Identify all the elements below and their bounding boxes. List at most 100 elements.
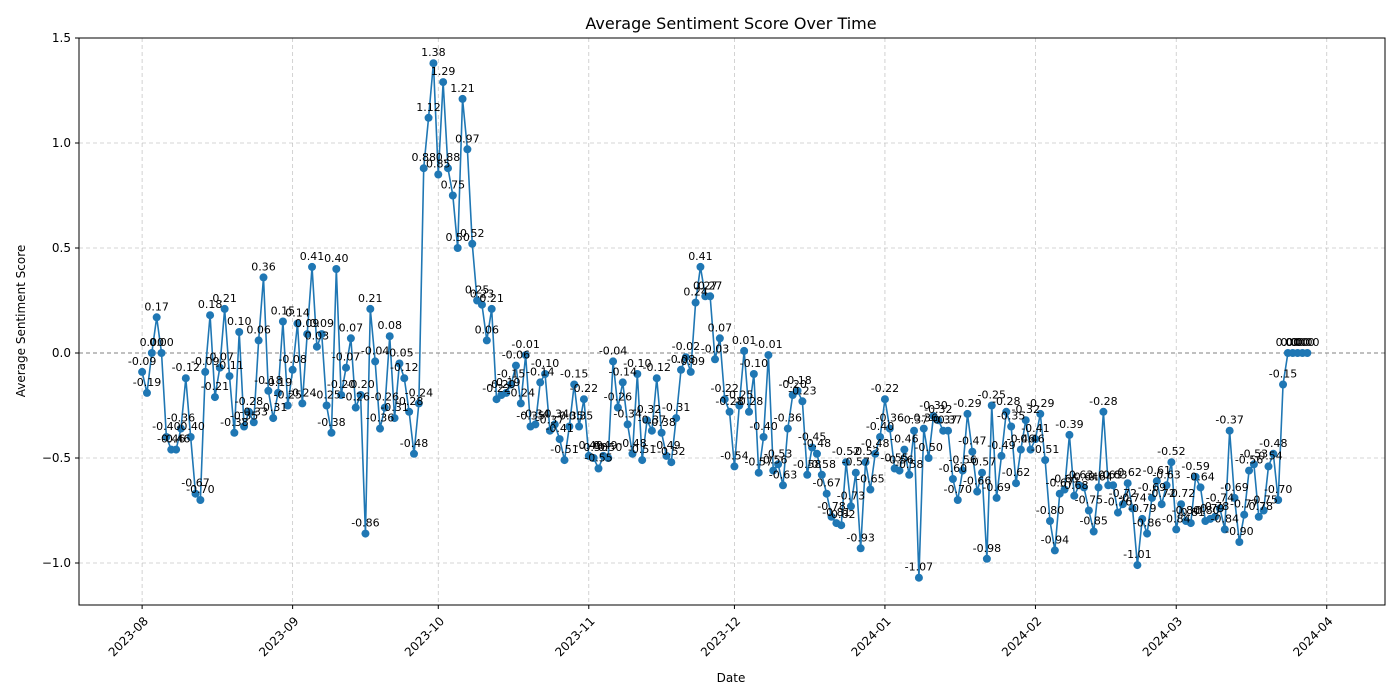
data-point [735,401,744,410]
data-point [157,349,166,357]
data-point [944,426,953,435]
data-label: -0.28 [992,395,1020,408]
data-point [142,388,151,397]
data-point [298,399,307,408]
data-label: -0.35 [516,410,544,423]
data-point [317,330,326,339]
data-label: -0.25 [725,389,753,402]
data-label: -0.15 [497,368,525,381]
data-label: 0.18 [198,298,223,311]
data-point [958,466,967,475]
data-label: 0.24 [683,286,708,299]
data-point [1279,380,1288,389]
data-label: -0.80 [1172,504,1200,517]
data-label: -0.12 [643,361,671,374]
data-point [550,420,559,429]
data-label: -0.75 [1249,494,1277,507]
data-point [1143,529,1152,538]
data-label: -1.01 [1123,548,1151,561]
data-point [987,401,996,410]
data-point [443,164,452,173]
data-point [337,391,346,399]
data-point [1031,435,1040,444]
data-label: -0.22 [482,382,510,395]
data-label: -0.18 [783,374,811,387]
data-label: -0.81 [822,506,850,519]
data-label: -0.56 [885,454,913,467]
data-point [468,239,477,248]
data-point [332,265,341,273]
data-label: -0.36 [910,412,938,425]
data-label: -0.78 [1245,500,1273,513]
data-label: 0.21 [479,292,504,305]
data-label: -0.20 [327,378,355,391]
data-label: -0.03 [701,342,729,355]
data-point [1079,483,1088,492]
data-point [822,489,831,498]
data-label: 1.21 [450,82,475,95]
data-label: -1.07 [905,561,933,574]
data-point [1036,409,1045,418]
data-label: -0.49 [575,439,603,452]
data-label: -0.38 [647,416,675,429]
data-label: -0.52 [1157,445,1185,458]
data-point [487,304,496,313]
data-point [453,244,462,252]
data-label: -0.86 [1133,517,1161,530]
data-label: -0.26 [342,391,370,404]
data-label: -0.65 [856,473,884,486]
data-label: -0.65 [1050,473,1078,486]
data-label: -0.48 [618,437,646,450]
data-point [1249,460,1258,469]
data-label: 0.00 [1281,336,1306,349]
data-point [992,493,1001,502]
data-point [609,357,618,366]
data-point [744,407,753,416]
data-label: -0.82 [827,508,855,521]
data-label: -0.94 [1041,533,1069,546]
data-point [628,449,637,458]
y-tick-label: 0.5 [52,241,71,255]
data-label: 0.85 [426,158,451,171]
data-point [172,445,181,454]
data-point [1002,407,1011,416]
data-point [618,378,627,387]
data-point [176,424,185,433]
data-label: -0.72 [1147,487,1175,500]
data-point [516,399,525,408]
data-point [778,481,787,490]
data-point [793,386,802,395]
data-label: -0.04 [599,344,627,357]
data-point [288,365,297,374]
x-axis-label: Date [717,671,746,685]
data-point [521,351,530,360]
data-label: 0.23 [470,288,495,301]
data-label: -0.46 [1016,433,1044,446]
data-point [1060,485,1069,494]
data-point [1012,479,1021,488]
data-point [1303,349,1312,357]
data-label: 0.21 [358,292,383,305]
data-point [686,367,695,376]
data-label: -0.49 [589,439,617,452]
data-point [511,361,520,370]
data-point [978,468,987,477]
data-label: -0.09 [191,355,219,368]
data-label: -0.19 [492,376,520,389]
data-point [1157,500,1166,509]
data-point [138,367,147,376]
data-point [240,422,249,431]
data-point [366,304,375,313]
data-label: -0.48 [861,437,889,450]
y-axis-label: Average Sentiment Score [14,245,28,398]
data-point [293,319,302,328]
data-point [482,336,491,345]
data-label: -0.34 [613,407,641,420]
data-label: -0.62 [1002,466,1030,479]
data-point [579,395,588,404]
data-label: -0.11 [215,359,243,372]
data-label: -0.01 [754,338,782,351]
data-label: -0.70 [186,483,214,496]
data-label: -0.57 [968,456,996,469]
data-label: -0.20 [487,378,515,391]
